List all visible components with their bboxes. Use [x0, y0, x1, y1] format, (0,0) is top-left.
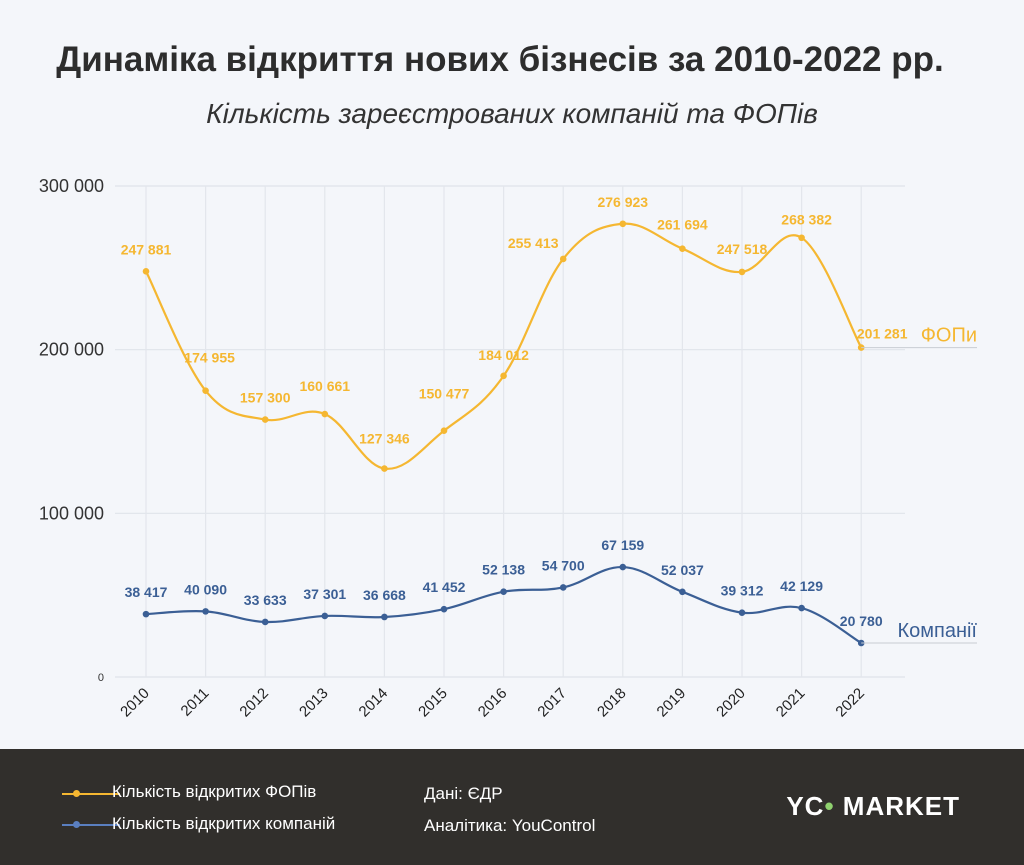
- data-point: [440, 605, 448, 613]
- x-tick-label: 2011: [178, 685, 213, 720]
- data-label: 20 780: [840, 613, 883, 629]
- data-point: [440, 427, 448, 435]
- y-tick-label: 200 000: [39, 340, 104, 360]
- series-points: [142, 220, 865, 647]
- analytics-credit: Аналітика: YouControl: [424, 816, 596, 835]
- data-point: [202, 387, 209, 394]
- data-point: [142, 268, 150, 275]
- data-point: [261, 618, 269, 626]
- data-source: Дані: ЄДР: [424, 784, 503, 803]
- brand-mark: •: [824, 791, 835, 821]
- data-label: 37 301: [303, 586, 346, 602]
- data-label: 160 661: [299, 378, 350, 394]
- data-label: 255 413: [508, 235, 559, 251]
- data-label: 67 159: [601, 537, 644, 553]
- legend-fop-line: [62, 793, 120, 795]
- data-label: 184 012: [478, 347, 529, 363]
- brand-right: MARKET: [842, 791, 960, 821]
- data-point: [738, 609, 746, 616]
- data-label: 39 312: [721, 583, 764, 599]
- data-label: 150 477: [419, 386, 470, 402]
- y-tick-label: 0: [98, 672, 104, 684]
- legend-companies-line: [62, 824, 120, 826]
- data-label: 268 382: [781, 212, 832, 228]
- data-point: [619, 563, 627, 571]
- data-label: 38 417: [125, 584, 168, 600]
- x-tick-label: 2019: [654, 685, 690, 721]
- legend-fop-label: Кількість відкритих ФОПів: [112, 782, 317, 801]
- data-label: 157 300: [240, 390, 291, 406]
- x-tick-label: 2018: [594, 685, 630, 721]
- brand-logo: YC• MARKET: [786, 791, 960, 822]
- data-label: 42 129: [780, 578, 823, 594]
- x-tick-label: 2012: [236, 685, 272, 721]
- data-point: [381, 613, 388, 621]
- data-label: 36 668: [363, 587, 406, 603]
- data-label: 276 923: [597, 194, 648, 210]
- footer: Кількість відкритих ФОПів Кількість відк…: [0, 749, 1024, 865]
- x-tick-label: 2020: [713, 685, 749, 721]
- data-label: 52 037: [661, 562, 704, 578]
- data-label: 201 281: [857, 326, 908, 342]
- data-point: [261, 416, 269, 423]
- x-tick-label: 2021: [773, 685, 809, 721]
- data-label: 127 346: [359, 431, 410, 447]
- data-point: [202, 608, 209, 615]
- data-label: 33 633: [244, 592, 287, 608]
- legend-fop-dot: [73, 790, 80, 797]
- legend-companies-dot: [73, 821, 80, 828]
- data-point: [142, 610, 150, 618]
- series-end-label: ФОПи: [921, 325, 977, 347]
- legend-companies-label: Кількість відкритих компаній: [112, 814, 336, 833]
- x-tick-label: 2014: [356, 685, 392, 721]
- y-tick-label: 300 000: [39, 176, 104, 196]
- data-point: [381, 465, 388, 472]
- data-point: [559, 584, 567, 591]
- x-tick-label: 2022: [832, 685, 868, 721]
- data-point: [619, 220, 627, 228]
- data-label: 41 452: [423, 579, 466, 595]
- data-point: [679, 588, 686, 596]
- series-end-label: Компанії: [897, 620, 977, 642]
- data-point: [738, 268, 746, 276]
- x-tick-label: 2013: [296, 685, 332, 721]
- data-point: [798, 234, 805, 242]
- x-axis-ticks: 2010 2011 2012 2013 2014 2015 2016 2017 2018 2019…: [117, 685, 868, 721]
- data-label: 174 955: [184, 350, 235, 366]
- data-point: [500, 372, 507, 380]
- data-point: [321, 410, 329, 418]
- brand-left: YC: [786, 791, 825, 821]
- page-subtitle: Кількість зареєстрованих компаній та ФОП…: [206, 98, 818, 129]
- x-tick-label: 2015: [415, 685, 451, 721]
- x-tick-label: 2010: [117, 685, 153, 721]
- data-label: 40 090: [184, 581, 227, 597]
- page-title: Динаміка відкриття нових бізнесів за 201…: [56, 40, 944, 79]
- data-point: [500, 588, 507, 595]
- data-label: 261 694: [657, 217, 708, 233]
- data-labels: 247 881 174 955 157 300 160 661 127 346 150 4…: [121, 194, 977, 644]
- chart-grid: [115, 185, 905, 678]
- x-tick-label: 2017: [534, 685, 570, 721]
- data-label: 52 138: [482, 562, 525, 578]
- data-label: 247 518: [717, 241, 768, 257]
- data-point: [559, 255, 567, 263]
- y-tick-label: 100 000: [39, 503, 104, 523]
- data-point: [321, 612, 329, 620]
- data-point: [679, 245, 686, 252]
- data-label: 247 881: [121, 241, 172, 257]
- data-label: 54 700: [542, 557, 585, 573]
- x-tick-label: 2016: [475, 685, 511, 721]
- data-point: [798, 604, 805, 612]
- y-axis-ticks: 0 100 000 200 000 300 000: [39, 176, 104, 684]
